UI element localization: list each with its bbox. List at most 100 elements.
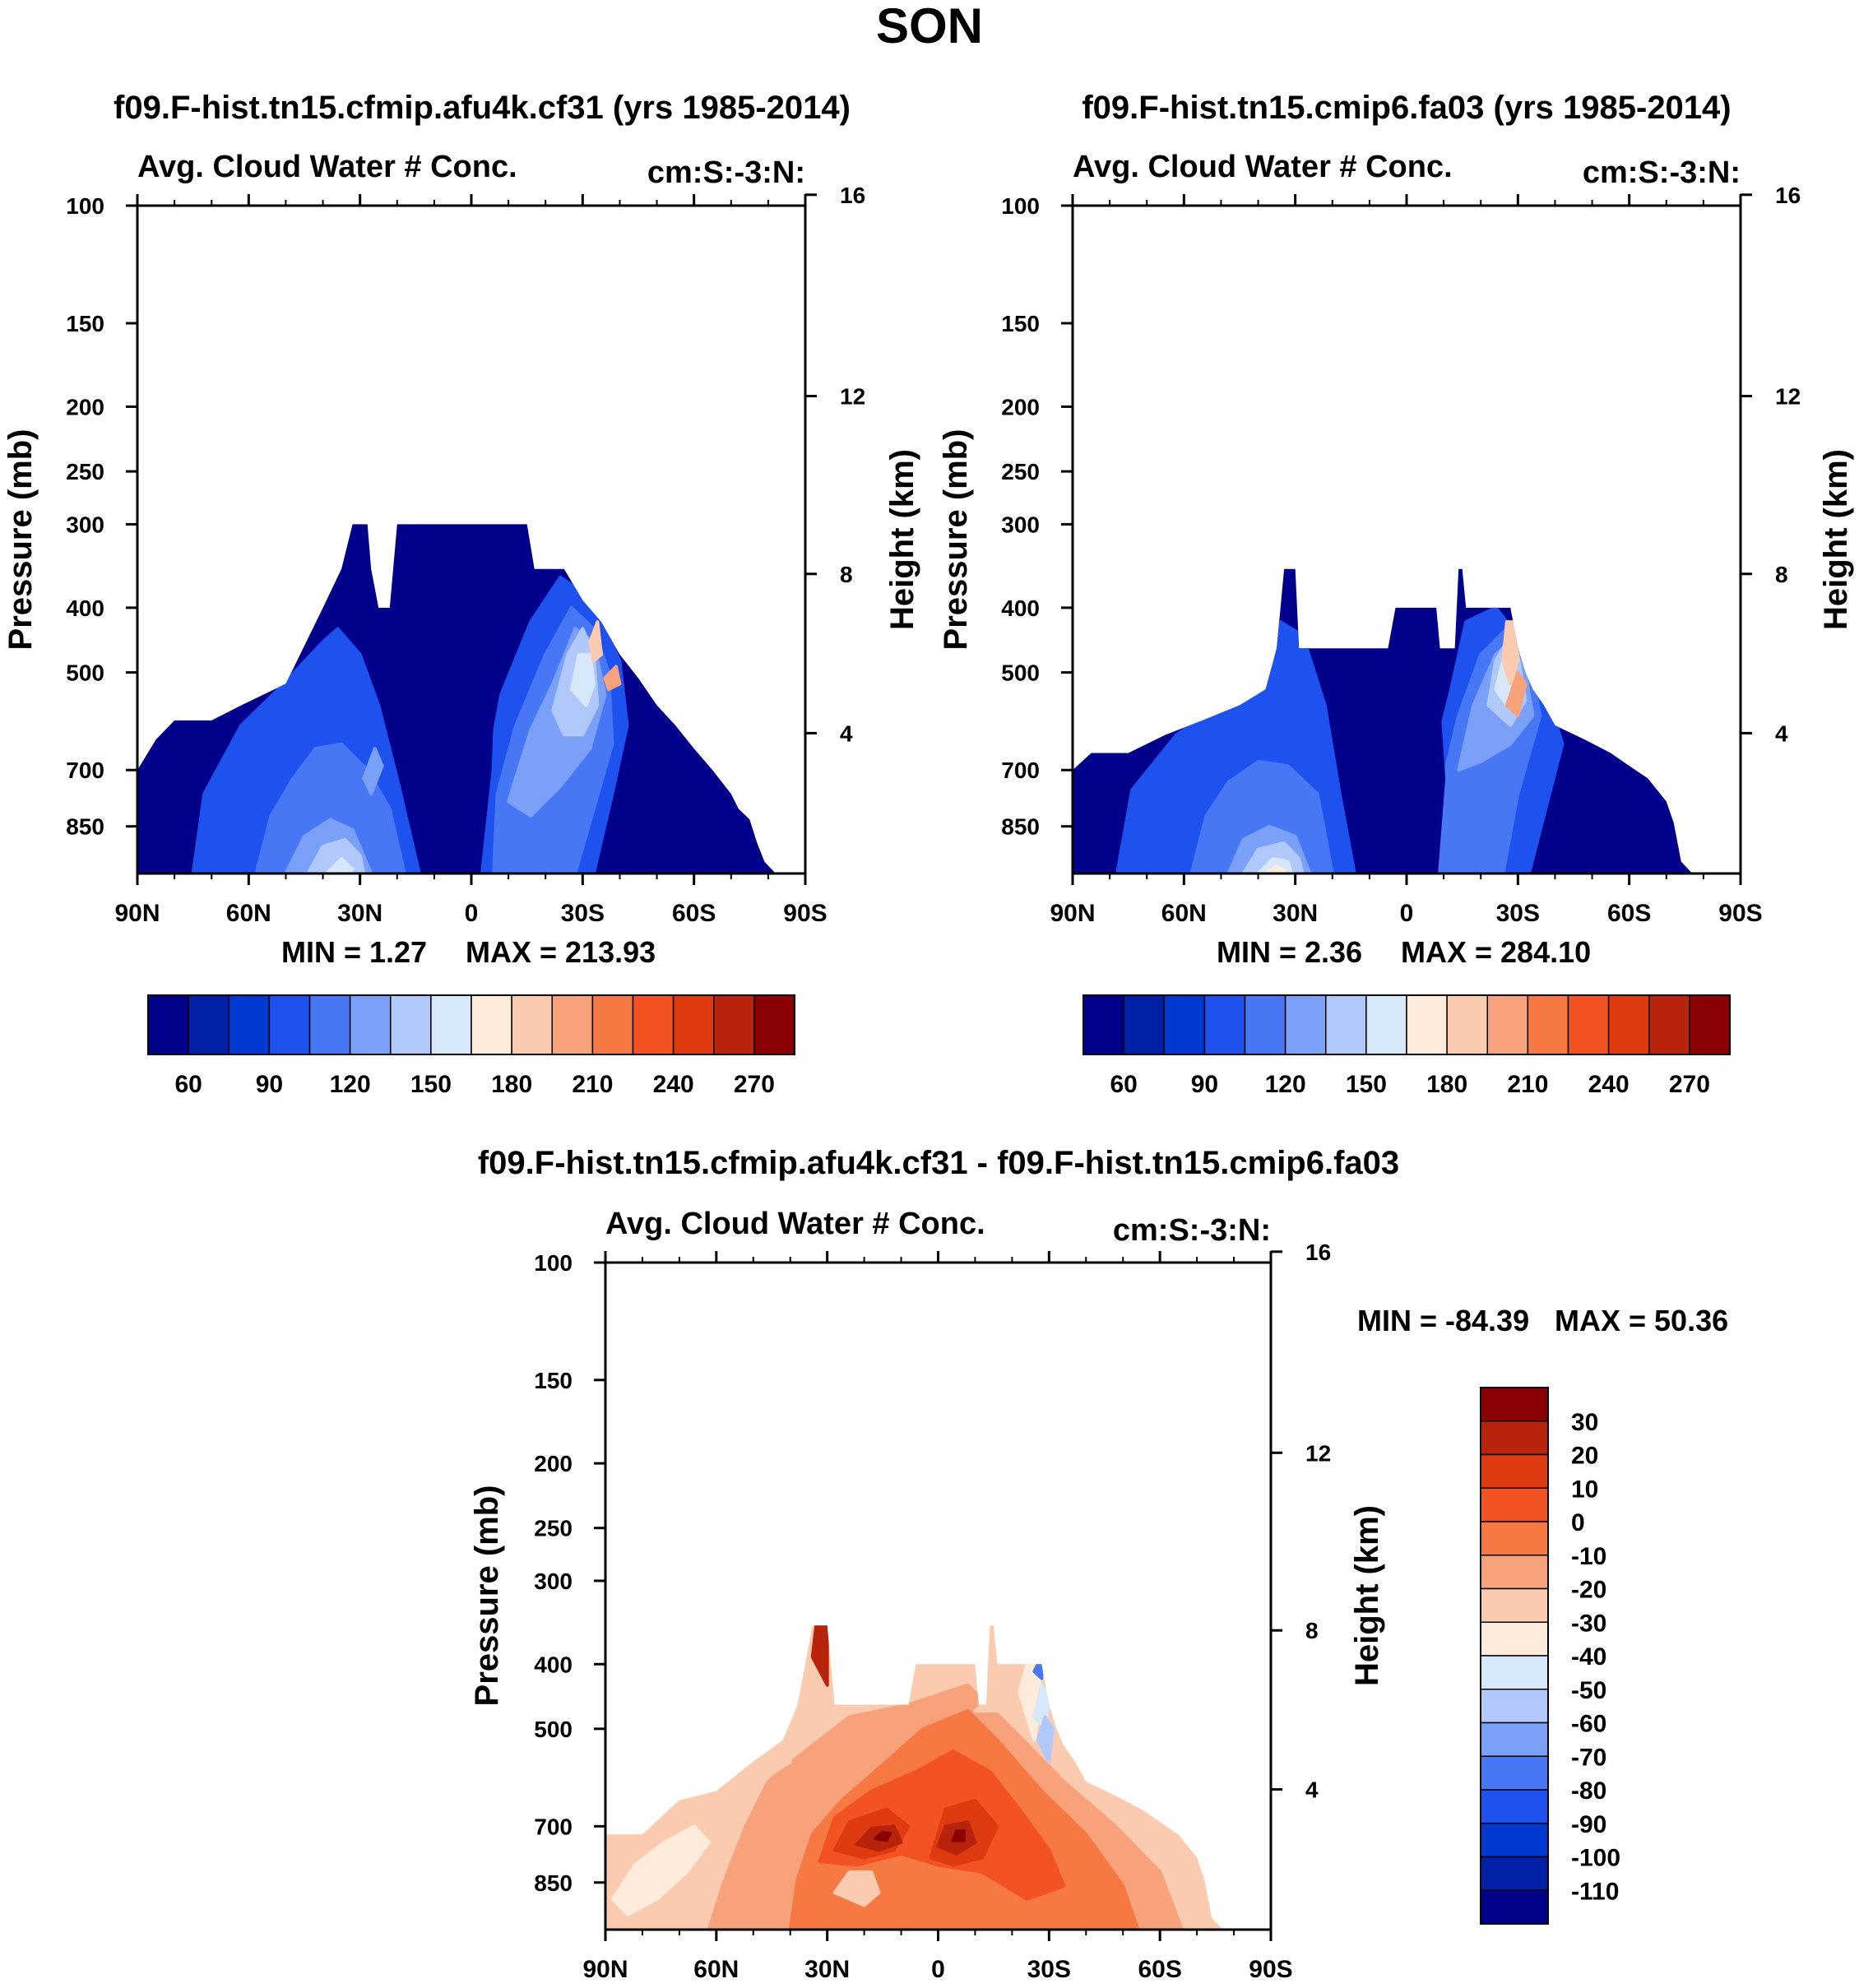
panel-3-colorbar-box xyxy=(1480,1655,1549,1690)
panel-3-colorbar-label: 10 xyxy=(1571,1476,1598,1503)
panel-3-x-tick-label: 30N xyxy=(804,1956,850,1983)
panel-2-y-axis-label: Pressure (mb) xyxy=(938,429,974,651)
panel-3-colorbar-label: -10 xyxy=(1571,1543,1606,1570)
panel-2-colorbar-box xyxy=(1689,994,1731,1055)
panel-3-colorbar-label: -20 xyxy=(1571,1577,1606,1604)
panel-3-x-tick-label: 60N xyxy=(693,1956,739,1983)
panel-1-contour-fill xyxy=(137,524,776,874)
panel-1-colorbar-box xyxy=(349,994,392,1055)
panel-3-colorbar-label: -60 xyxy=(1571,1711,1606,1738)
panel-2-colorbar-label: 210 xyxy=(1507,1071,1548,1098)
panel-3: f09.F-hist.tn15.cfmip.afu4k.cf31 - f09.F… xyxy=(469,1145,1728,1983)
panel-2-colorbar-box xyxy=(1082,994,1124,1055)
panel-2-y-tick-label: 700 xyxy=(1001,758,1040,783)
panel-3-max-label: MAX = 50.36 xyxy=(1555,1304,1728,1337)
panel-1: f09.F-hist.tn15.cfmip.afu4k.cf31 (yrs 19… xyxy=(2,90,920,1098)
panel-3-colorbar-label: -80 xyxy=(1571,1777,1606,1805)
panel-2-colorbar-box xyxy=(1446,994,1488,1055)
panel-2-right-subtitle: cm:S:-3:N: xyxy=(1583,155,1741,190)
panel-2-colorbar-label: 90 xyxy=(1191,1071,1218,1098)
panel-3-x-tick-label: 60S xyxy=(1138,1956,1181,1983)
panel-1-colorbar-box xyxy=(511,994,553,1055)
panel-3-contour-fill xyxy=(605,1625,1223,1930)
panel-2-x-tick-label: 60N xyxy=(1161,900,1207,927)
panel-3-run-title: f09.F-hist.tn15.cfmip.afu4k.cf31 - f09.F… xyxy=(478,1145,1399,1181)
panel-3-y2-axis-label: Height (km) xyxy=(1349,1505,1385,1686)
panel-1-y-tick-label: 150 xyxy=(66,311,104,336)
panel-3-colorbar-label: -100 xyxy=(1571,1845,1620,1872)
panel-3-colorbar-box xyxy=(1480,1387,1549,1422)
panel-3-y-tick-label: 700 xyxy=(534,1814,573,1839)
panel-1-colorbar-box xyxy=(228,994,271,1055)
panel-2-x-tick-label: 90S xyxy=(1718,900,1762,927)
panel-2-y2-tick-label: 16 xyxy=(1775,183,1801,208)
panel-2-colorbar-box xyxy=(1607,994,1650,1055)
panel-1-colorbar-label: 240 xyxy=(653,1071,694,1098)
panel-3-colorbar-label: 30 xyxy=(1571,1409,1598,1436)
panel-1-colorbar-label: 150 xyxy=(410,1071,452,1098)
panel-3-colorbar-label: -70 xyxy=(1571,1744,1606,1771)
panel-3-x-tick-label: 0 xyxy=(931,1956,945,1983)
panel-2-left-subtitle: Avg. Cloud Water # Conc. xyxy=(1073,150,1453,184)
panel-3-colorbar-label: -110 xyxy=(1571,1878,1619,1905)
panel-3-colorbar-label: 20 xyxy=(1571,1443,1598,1470)
panel-3-colorbar-label: 0 xyxy=(1571,1509,1585,1536)
panel-1-min-label: MIN = 1.27 xyxy=(281,935,427,969)
panel-2-colorbar-box xyxy=(1365,994,1407,1055)
panel-3-colorbar-box xyxy=(1480,1722,1549,1757)
panel-1-colorbar-box xyxy=(308,994,351,1055)
panel-2-x-tick-label: 90N xyxy=(1050,900,1095,927)
panel-3-colorbar-box xyxy=(1480,1521,1549,1556)
panel-2-y-tick-label: 500 xyxy=(1001,660,1040,686)
panel-1-x-tick-label: 30N xyxy=(337,900,382,927)
panel-2-y-tick-label: 850 xyxy=(1001,814,1040,840)
panel-3-left-subtitle: Avg. Cloud Water # Conc. xyxy=(605,1207,985,1241)
panel-3-contour-region-14 xyxy=(1036,1715,1055,1763)
panel-3-colorbar-box xyxy=(1480,1823,1549,1858)
panel-3-y2-tick-label: 4 xyxy=(1305,1777,1319,1803)
panel-1-x-tick-label: 60S xyxy=(672,900,716,927)
panel-3-colorbar-box xyxy=(1480,1621,1549,1657)
panel-1-colorbar-label: 90 xyxy=(256,1071,283,1098)
panel-3-y-tick-label: 400 xyxy=(534,1652,573,1677)
panel-1-y-tick-label: 250 xyxy=(66,459,104,484)
panel-1-y2-tick-label: 16 xyxy=(840,183,865,208)
panel-3-contour-region-7 xyxy=(810,1625,829,1687)
panel-1-colorbar-box xyxy=(430,994,472,1055)
panel-1-colorbar-label: 120 xyxy=(330,1071,371,1098)
panel-1-y2-tick-label: 4 xyxy=(840,721,853,746)
panel-2-y-tick-label: 100 xyxy=(1001,193,1040,219)
panel-2-colorbar-label: 120 xyxy=(1265,1071,1306,1098)
panel-3-colorbar-label: -30 xyxy=(1571,1610,1606,1637)
panel-2-y2-tick-label: 8 xyxy=(1775,562,1788,587)
panel-1-colorbar-label: 210 xyxy=(572,1071,613,1098)
panel-3-contour-region-15 xyxy=(1032,1662,1044,1680)
panel-2-y2-tick-label: 12 xyxy=(1775,384,1801,410)
panel-1-colorbar-label: 270 xyxy=(734,1071,775,1098)
panel-3-colorbar-box xyxy=(1480,1555,1549,1590)
panel-2-y-tick-label: 400 xyxy=(1001,595,1040,621)
panel-3-contour-region-16 xyxy=(874,1830,892,1842)
panel-2-colorbar-box xyxy=(1648,994,1690,1055)
panel-2-contour-fill xyxy=(1073,568,1693,874)
panel-1-colorbar-box xyxy=(390,994,432,1055)
panel-2-run-title: f09.F-hist.tn15.cmip6.fa03 (yrs 1985-201… xyxy=(1082,90,1731,126)
panel-3-y2-tick-label: 16 xyxy=(1305,1240,1331,1265)
panel-2-colorbar-box xyxy=(1486,994,1529,1055)
panel-2-colorbar-label: 240 xyxy=(1588,1071,1630,1098)
panel-3-colorbar-box xyxy=(1480,1487,1549,1522)
panel-3-y-tick-label: 200 xyxy=(534,1451,573,1476)
panel-1-colorbar-box xyxy=(188,994,229,1055)
panel-1-y-tick-label: 300 xyxy=(66,512,104,537)
panel-3-contour-region-17 xyxy=(951,1829,966,1842)
panel-3-y2-tick-label: 12 xyxy=(1305,1440,1331,1466)
panel-1-colorbar-box xyxy=(471,994,512,1055)
panel-1-colorbar-label: 60 xyxy=(174,1071,202,1098)
panel-2-contour-region-11 xyxy=(1501,620,1520,686)
panel-2-contour-region-12 xyxy=(1504,670,1528,717)
panel-3-y-tick-label: 850 xyxy=(534,1870,573,1896)
panel-1-colorbar-box xyxy=(591,994,634,1055)
panel-1-colorbar-box xyxy=(632,994,675,1055)
panel-1-y2-tick-label: 8 xyxy=(840,562,853,587)
panel-2-x-tick-label: 0 xyxy=(1400,900,1414,927)
